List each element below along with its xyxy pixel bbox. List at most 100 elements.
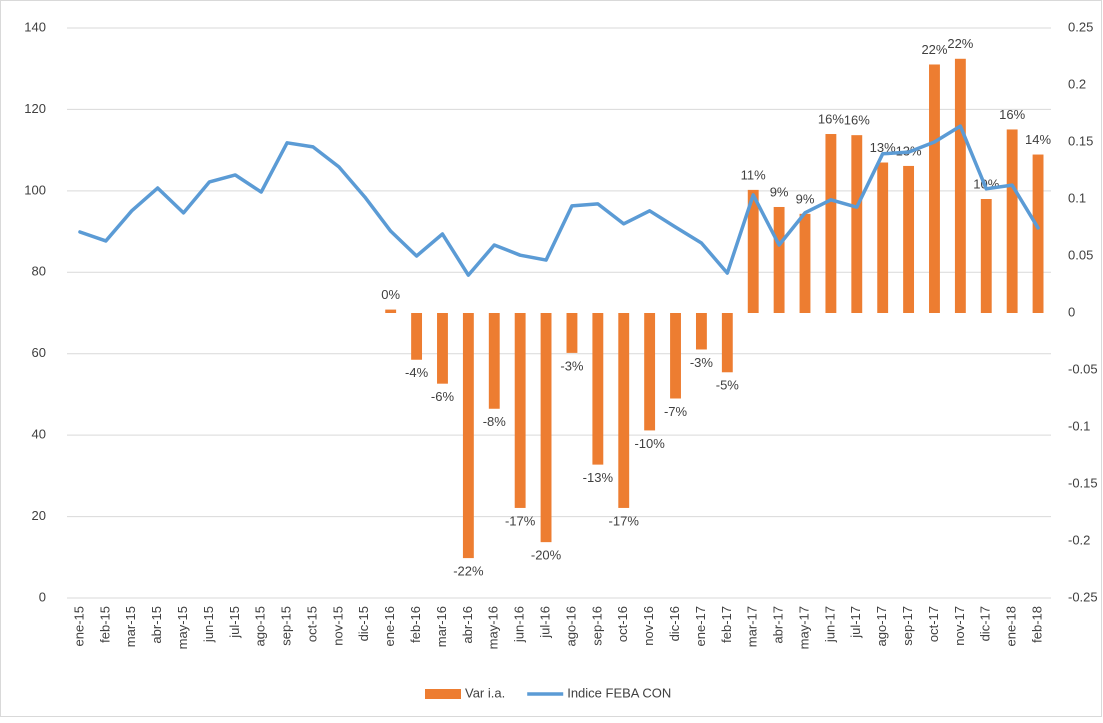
data-label: -8% — [483, 414, 507, 429]
data-label: 22% — [947, 36, 973, 51]
bar — [954, 58, 966, 313]
y2-tick-label: 0 — [1068, 304, 1075, 319]
bar — [773, 206, 785, 313]
y2-tick-label: -0.05 — [1068, 361, 1098, 376]
x-tick-label: feb-15 — [97, 606, 112, 643]
x-tick-label: ene-15 — [71, 606, 86, 646]
y-tick-label: 20 — [32, 508, 46, 523]
x-tick-label: feb-17 — [719, 606, 734, 643]
y2-tick-label: 0.25 — [1068, 19, 1093, 34]
x-tick-label: may-17 — [796, 606, 811, 649]
y-tick-label: 80 — [32, 264, 46, 279]
y2-tick-label: 0.2 — [1068, 76, 1086, 91]
bar — [903, 165, 915, 313]
data-label: 22% — [921, 42, 947, 57]
x-tick-label: ene-16 — [382, 606, 397, 646]
y-tick-label: 60 — [32, 345, 46, 360]
data-label: 14% — [1025, 132, 1051, 147]
bar — [644, 313, 656, 431]
data-label: 9% — [770, 184, 789, 199]
data-label: -7% — [664, 404, 688, 419]
y-tick-label: 120 — [24, 101, 46, 116]
data-label: 11% — [741, 167, 766, 182]
legend-label: Indice FEBA CON — [567, 685, 671, 700]
x-tick-label: oct-15 — [304, 606, 319, 642]
bar — [566, 313, 578, 353]
bar — [462, 313, 474, 559]
x-tick-label: sep-15 — [279, 606, 294, 646]
data-label: 16% — [844, 113, 870, 128]
y2-tick-label: -0.2 — [1068, 532, 1090, 547]
x-tick-label: jul-15 — [227, 606, 242, 639]
legend-swatch — [425, 689, 461, 699]
y2-tick-label: 0.05 — [1068, 247, 1093, 262]
bar — [1006, 129, 1018, 313]
y-tick-label: 100 — [24, 182, 46, 197]
y-tick-label: 0 — [39, 589, 46, 604]
x-tick-label: ene-18 — [1004, 606, 1019, 646]
bar — [1032, 154, 1044, 313]
bar — [877, 162, 889, 313]
x-tick-label: jul-16 — [537, 606, 552, 639]
x-tick-label: mar-16 — [434, 606, 449, 647]
x-tick-label: may-16 — [486, 606, 501, 649]
data-label: -20% — [531, 548, 562, 563]
y2-tick-label: -0.1 — [1068, 418, 1090, 433]
x-tick-label: sep-17 — [900, 606, 915, 646]
y2-tick-label: 0.15 — [1068, 133, 1093, 148]
x-tick-label: jun-17 — [822, 606, 837, 643]
bar — [618, 313, 630, 508]
bar — [929, 64, 940, 313]
x-tick-label: may-15 — [175, 606, 190, 649]
x-tick-label: dic-17 — [978, 606, 993, 641]
data-label: 0% — [381, 287, 400, 302]
x-tick-label: abr-17 — [771, 606, 786, 644]
x-tick-label: ene-17 — [693, 606, 708, 646]
legend-label: Var i.a. — [465, 685, 505, 700]
data-label: -3% — [690, 355, 714, 370]
y2-tick-label: -0.25 — [1068, 589, 1098, 604]
x-tick-label: abr-16 — [460, 606, 475, 644]
data-label: -4% — [405, 365, 429, 380]
x-tick-label: jun-16 — [512, 606, 527, 643]
x-tick-label: ago-17 — [874, 606, 889, 646]
bar — [695, 313, 707, 350]
y2-tick-label: -0.15 — [1068, 475, 1098, 490]
data-label: 16% — [818, 111, 844, 126]
x-tick-label: ago-16 — [563, 606, 578, 646]
bar — [488, 313, 500, 409]
x-tick-label: jul-17 — [848, 606, 863, 639]
x-tick-label: nov-16 — [641, 606, 656, 646]
line — [78, 124, 1040, 277]
bar — [514, 313, 526, 508]
x-tick-label: oct-16 — [615, 606, 630, 642]
data-label: -3% — [560, 358, 584, 373]
data-label: -5% — [716, 378, 740, 393]
bar — [851, 135, 863, 313]
x-tick-label: abr-15 — [149, 606, 164, 644]
x-tick-label: mar-15 — [123, 606, 138, 647]
x-tick-label: mar-17 — [745, 606, 760, 647]
bar — [437, 313, 448, 384]
data-label: 13% — [870, 140, 896, 155]
x-tick-label: ago-15 — [253, 606, 268, 646]
x-tick-label: feb-16 — [408, 606, 423, 643]
y2-tick-label: 0.1 — [1068, 190, 1086, 205]
data-label: 9% — [796, 191, 815, 206]
x-tick-label: dic-15 — [356, 606, 371, 641]
y-tick-label: 140 — [24, 19, 46, 34]
x-tick-label: oct-17 — [926, 606, 941, 642]
y-tick-label: 40 — [32, 427, 46, 442]
bar — [385, 309, 397, 313]
x-tick-label: jun-15 — [201, 606, 216, 643]
bar — [670, 313, 681, 399]
x-tick-label: dic-16 — [667, 606, 682, 641]
x-tick-label: nov-17 — [952, 606, 967, 646]
data-label: -17% — [505, 513, 536, 528]
bar — [721, 313, 733, 373]
bar — [411, 313, 423, 360]
bar — [747, 189, 759, 313]
data-label: -22% — [453, 564, 484, 579]
x-tick-label: feb-18 — [1029, 606, 1044, 643]
